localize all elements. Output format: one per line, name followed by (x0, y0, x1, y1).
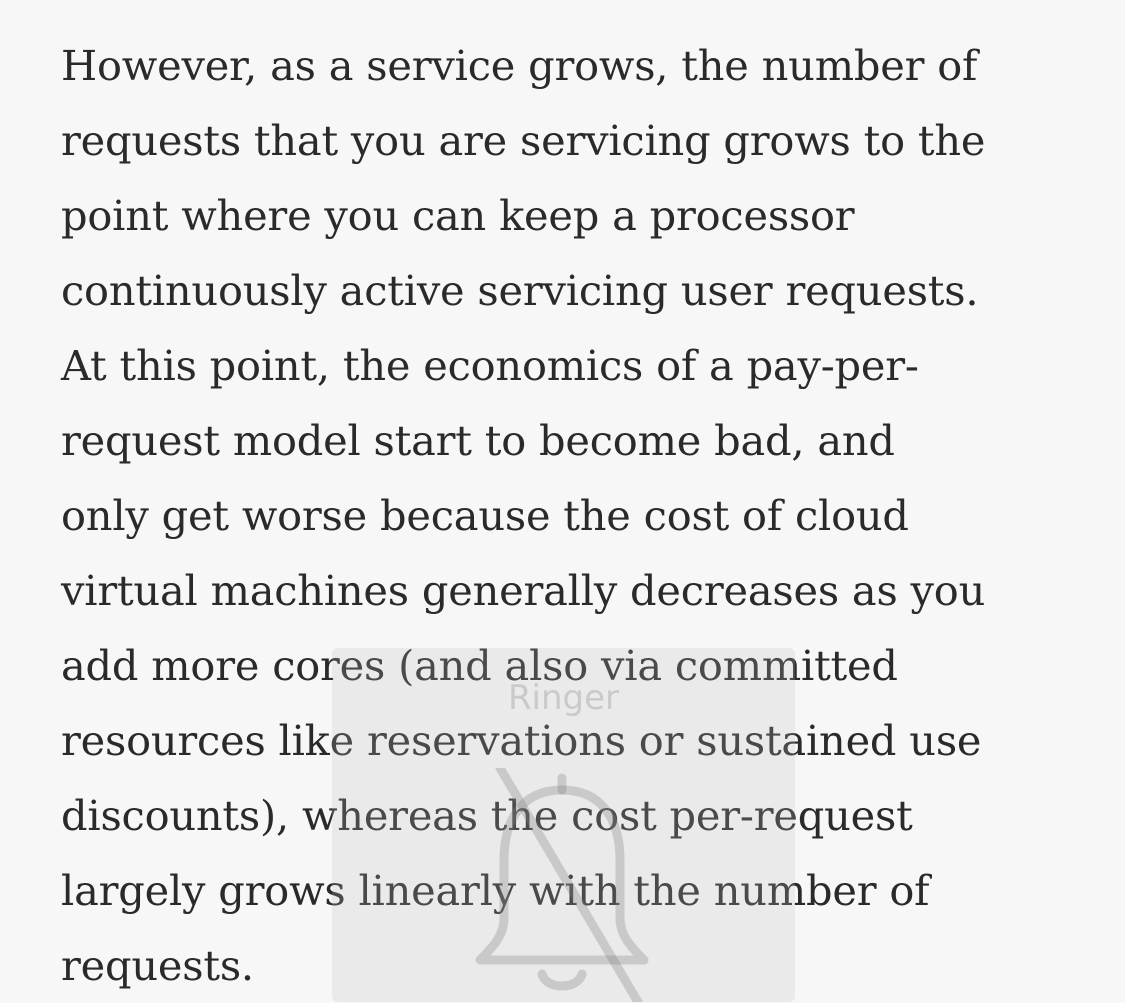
paragraph-line: point where you can keep a processor (61, 191, 855, 240)
article-paragraph: However, as a service grows, the number … (61, 28, 1101, 1003)
paragraph-line: virtual machines generally decreases as … (61, 566, 986, 615)
paragraph-line: largely grows linearly with the number o… (61, 866, 930, 915)
paragraph-line: However, as a service grows, the number … (61, 41, 978, 90)
paragraph-line: requests that you are servicing grows to… (61, 116, 986, 165)
paragraph-line: resources like reservations or sustained… (61, 716, 982, 765)
paragraph-line: requests. (61, 941, 254, 990)
paragraph-line: At this point, the economics of a pay-pe… (61, 341, 919, 390)
paragraph-line: request model start to become bad, and (61, 416, 895, 465)
paragraph-line: continuously active servicing user reque… (61, 266, 979, 315)
paragraph-line: only get worse because the cost of cloud (61, 491, 909, 540)
paragraph-line: discounts), whereas the cost per-request (61, 791, 913, 840)
paragraph-line: add more cores (and also via committed (61, 641, 898, 690)
